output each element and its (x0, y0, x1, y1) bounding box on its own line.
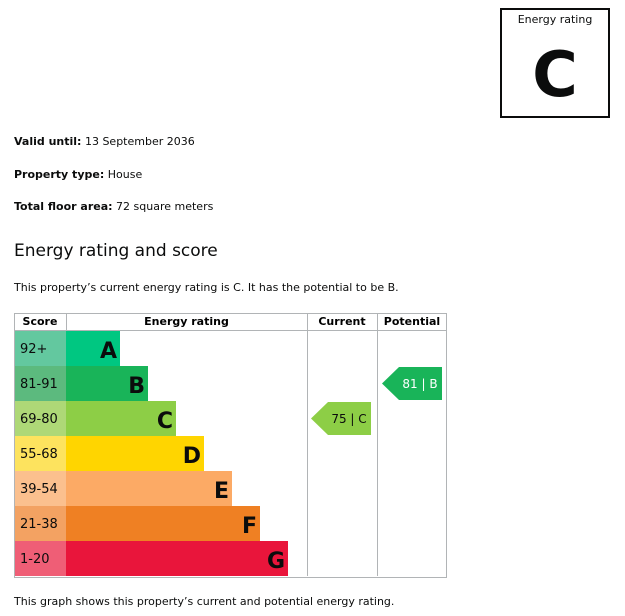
score-label: 55-68 (20, 447, 58, 462)
badge-letter: C (532, 38, 578, 111)
current-label: 75 | C (331, 412, 366, 426)
potential-label: 81 | B (402, 377, 437, 391)
band-bar (66, 471, 232, 506)
score-label: 81-91 (20, 377, 58, 392)
column-header: Potential (384, 315, 440, 328)
table-border (14, 313, 447, 578)
summary: This property’s current energy rating is… (14, 281, 399, 294)
heading: Energy rating and score (14, 241, 218, 261)
badge-label: Energy rating (517, 13, 593, 26)
band-bar (66, 401, 176, 436)
band-bar (66, 506, 260, 541)
detail-label: Total floor area: (14, 200, 113, 213)
band-letter: C (157, 409, 173, 434)
score-label: 1-20 (20, 552, 50, 567)
rating-badge: Energy rating C (500, 8, 610, 118)
score-label: 39-54 (20, 482, 58, 497)
band-letter: A (100, 339, 117, 364)
band-letter: B (128, 374, 145, 399)
footer: This graph shows this property’s current… (14, 595, 395, 608)
score-cell (15, 436, 66, 471)
band-letter: G (267, 549, 285, 574)
band-bar (66, 541, 288, 576)
score-cell (15, 331, 66, 366)
score-cell (15, 506, 66, 541)
band-letter: F (242, 514, 257, 539)
column-header: Current (318, 315, 365, 328)
score-cell (15, 471, 66, 506)
band-bar (66, 366, 148, 401)
column-header: Energy rating (144, 315, 229, 328)
detail-value: 13 September 2036 (84, 135, 195, 148)
band-letter: D (183, 444, 201, 469)
detail-label: Property type: (14, 167, 105, 181)
band-letter: E (214, 479, 229, 504)
detail-label: Valid until: (14, 135, 82, 148)
score-cell (15, 541, 66, 576)
detail-row: Property type: House (14, 168, 142, 181)
column-header: Score (23, 315, 58, 328)
detail-value: 72 square meters (116, 200, 214, 213)
band-bar (66, 331, 120, 366)
current-arrow (311, 402, 371, 435)
score-label: 69-80 (20, 412, 58, 427)
score-cell (15, 401, 66, 436)
detail-row: Total floor area: 72 square meters (14, 200, 213, 213)
band-bar (66, 436, 204, 471)
detail-row: Valid until: 13 September 2036 (14, 135, 195, 148)
potential-arrow (382, 367, 442, 400)
score-cell (15, 366, 66, 401)
score-label: 21-38 (20, 517, 58, 532)
detail-value: House (107, 167, 143, 181)
score-label: 92+ (20, 342, 47, 357)
